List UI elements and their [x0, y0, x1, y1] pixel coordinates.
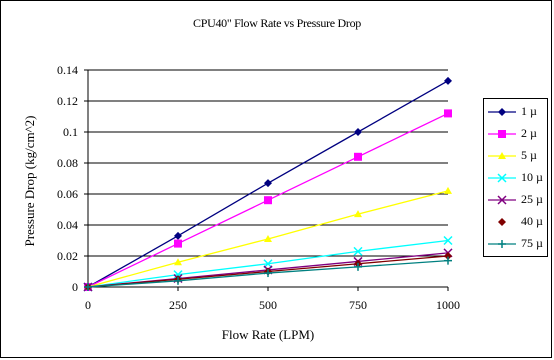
legend-label: 40 µ	[521, 214, 543, 228]
series-6-point	[444, 252, 452, 260]
legend-swatch	[488, 240, 516, 248]
series-1	[84, 76, 452, 291]
series-4-point-stroke	[353, 246, 363, 256]
series-4-point-stroke	[443, 235, 453, 246]
legend-item: 2 µ	[484, 125, 548, 143]
series-2-point	[354, 152, 362, 161]
legend-marker	[498, 240, 506, 248]
series-3-point	[174, 258, 182, 266]
x-axis-label: Flow Rate (LPM)	[221, 327, 315, 342]
series-7-point	[84, 283, 92, 291]
series-1-point	[264, 179, 272, 188]
series-7-point	[354, 262, 362, 271]
y-tick-label: 0.04	[57, 218, 78, 232]
series-7-point	[444, 256, 452, 265]
series-4-point-stroke	[173, 270, 183, 280]
y-tick-label: 0.1	[63, 125, 78, 139]
legend-item: 5 µ	[484, 147, 548, 165]
series-3-point	[354, 210, 362, 218]
x-tick-label: 750	[349, 298, 367, 312]
legend-swatch	[488, 152, 516, 159]
y-tick-label: 0.14	[57, 63, 78, 77]
chart-title: CPU40" Flow Rate vs Pressure Drop	[193, 16, 361, 30]
legend-item: 25 µ	[484, 191, 548, 209]
legend-label: 1 µ	[521, 104, 537, 118]
series-7-point	[264, 269, 272, 278]
y-tick-label: 0.06	[57, 187, 78, 201]
legend-item: 75 µ	[484, 235, 548, 253]
x-tick-label: 1000	[436, 298, 460, 312]
legend-swatch	[498, 218, 506, 226]
y-tick-label: 0.12	[57, 94, 78, 108]
series-3-point	[444, 186, 452, 194]
legend-swatch	[488, 173, 516, 183]
legend-item: 10 µ	[484, 169, 548, 187]
series-2-point	[174, 239, 182, 248]
legend-marker	[497, 173, 507, 183]
legend-label: 10 µ	[521, 170, 543, 184]
legend-label: 75 µ	[521, 236, 543, 250]
legend-marker-stroke	[497, 195, 507, 205]
x-tick-label: 250	[169, 298, 187, 312]
series-1-point	[174, 231, 182, 240]
series-7-point	[174, 276, 182, 285]
chart-legend: 1 µ 2 µ 5 µ 10 µ 25 µ 40 µ 75 µ	[483, 98, 548, 257]
legend-label: 2 µ	[521, 126, 537, 140]
legend-marker	[498, 130, 506, 138]
series-4-point	[353, 246, 363, 256]
legend-label: 5 µ	[521, 148, 537, 162]
legend-marker-stroke	[497, 173, 507, 183]
legend-swatch	[488, 195, 516, 205]
y-tick-label: 0.08	[57, 156, 78, 170]
series-1-point	[354, 128, 362, 136]
series-1-point	[444, 76, 452, 85]
series-2-point	[264, 196, 272, 205]
series-2-point	[444, 109, 452, 118]
legend-item: 40 µ	[484, 213, 548, 231]
series-3-point	[264, 234, 272, 242]
legend-marker	[498, 218, 506, 226]
x-tick-label: 0	[85, 298, 91, 312]
y-tick-label: 0	[72, 280, 78, 294]
legend-label: 25 µ	[521, 192, 543, 206]
legend-swatch	[488, 108, 516, 116]
legend-marker	[497, 195, 507, 205]
y-axis-label: Pressure Drop (kg/cm^2)	[22, 115, 37, 247]
series-4-point	[443, 235, 453, 246]
y-tick-label: 0.02	[57, 249, 78, 263]
legend-marker	[498, 152, 506, 159]
legend-swatch	[488, 130, 516, 138]
legend-item: 1 µ	[484, 103, 548, 121]
legend-marker	[498, 108, 506, 116]
series-4-point	[173, 270, 183, 280]
series-7	[84, 256, 452, 291]
x-tick-label: 500	[259, 298, 277, 312]
